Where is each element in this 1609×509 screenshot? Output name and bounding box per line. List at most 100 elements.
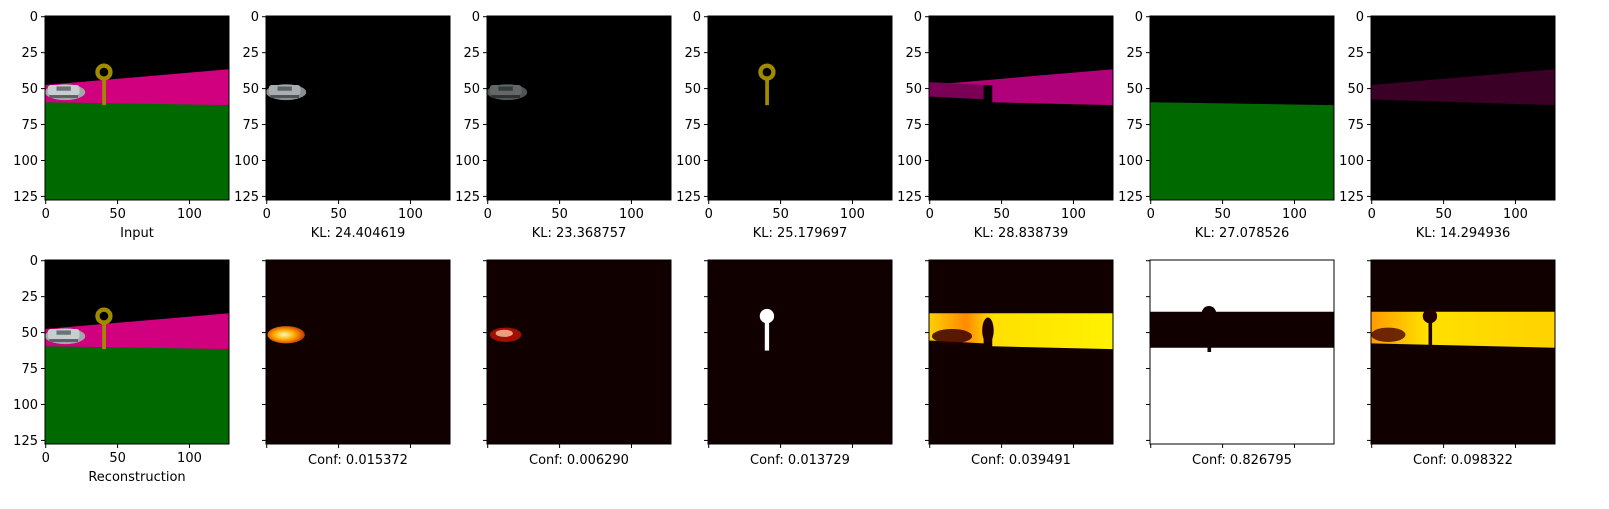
road-region [45, 69, 229, 106]
y-tick-label: 100 [234, 154, 259, 169]
bottom-row-panel-1: 0 25 50 75 100 125 0 50 100 Reconstruction [13, 254, 230, 485]
y-tick-label: 100 [1118, 154, 1143, 169]
top-row-panel-3: 0 25 50 75 100 125 0 50 100 KL: 23.368757 [455, 10, 672, 241]
y-tick-label: 25 [463, 46, 480, 61]
top-row-caption: KL: 28.838739 [974, 226, 1069, 241]
y-tick-label: 25 [1347, 46, 1364, 61]
bottom-row-panel-2: Conf: 0.015372 [262, 259, 451, 468]
axes-frame [44, 259, 230, 445]
y-tick-label: 25 [21, 290, 38, 305]
road-heat [929, 313, 1113, 350]
x-tick-label: 50 [772, 207, 789, 222]
sign-pole [102, 77, 106, 106]
y-tick-label: 0 [1135, 10, 1143, 25]
x-tick-label: 0 [1147, 207, 1155, 222]
y-tick-label: 0 [30, 10, 38, 25]
sign-segment-pole [765, 77, 769, 106]
x-tick-label: 0 [263, 207, 271, 222]
y-tick-label: 100 [455, 154, 480, 169]
panel-image [1150, 260, 1334, 444]
road-segment-left [929, 82, 984, 100]
bottom-row-panel-5: Conf: 0.039491 [925, 259, 1114, 468]
top-row-caption: KL: 14.294936 [1416, 226, 1511, 241]
y-tick-label: 25 [21, 46, 38, 61]
y-tick-label: 100 [13, 154, 38, 169]
top-row-panel-5: 0 25 50 75 100 125 0 50 100 KL: 28.838739 [897, 10, 1114, 241]
y-tick-label: 75 [1126, 118, 1143, 133]
bottom-row-caption: Conf: 0.826795 [1192, 453, 1292, 468]
axes-frame [44, 15, 230, 201]
x-tick-label: 50 [330, 207, 347, 222]
top-row-caption: KL: 24.404619 [311, 226, 406, 241]
car-segment [266, 84, 307, 101]
axes-frame [1149, 259, 1335, 445]
x-tick-label: 50 [993, 207, 1010, 222]
top-row-panel-2: 0 25 50 75 100 125 0 50 100 KL: 24.404619 [234, 10, 451, 241]
y-tick-label: 100 [13, 398, 38, 413]
y-tick-label: 25 [684, 46, 701, 61]
panel-image [487, 16, 671, 200]
grass-region [45, 102, 229, 200]
top-row-caption: Input [120, 226, 154, 241]
y-tick-label: 125 [234, 190, 259, 205]
x-tick-label: 100 [619, 207, 644, 222]
y-tick-label: 75 [905, 118, 922, 133]
top-row-panel-6: 0 25 50 75 100 125 0 50 100 KL: 27.078526 [1118, 10, 1335, 241]
top-row-caption: KL: 27.078526 [1195, 226, 1290, 241]
y-tick-label: 50 [1126, 82, 1143, 97]
road-segment-dim [1371, 69, 1555, 106]
y-tick-label: 50 [1347, 82, 1364, 97]
x-tick-label: 50 [109, 451, 126, 466]
bottom-row-caption: Conf: 0.039491 [971, 453, 1071, 468]
axes-frame [707, 259, 893, 445]
y-tick-label: 100 [1339, 154, 1364, 169]
axes-frame [486, 259, 672, 445]
y-tick-label: 125 [13, 434, 38, 449]
y-tick-label: 25 [242, 46, 259, 61]
bottom-row-panel-4: Conf: 0.013729 [704, 259, 893, 468]
top-row-panel-4: 0 25 50 75 100 125 0 50 100 KL: 25.179697 [676, 10, 893, 241]
axes-frame [928, 15, 1114, 201]
panel-image [929, 16, 1113, 200]
y-tick-label: 50 [242, 82, 259, 97]
panel-image [1150, 16, 1334, 200]
panel-image [266, 260, 450, 444]
grass-region [45, 346, 229, 444]
bottom-row-caption: Conf: 0.098322 [1413, 453, 1513, 468]
y-tick-label: 0 [30, 254, 38, 269]
bottom-row-panel-3: Conf: 0.006290 [483, 259, 672, 468]
y-tick-label: 50 [684, 82, 701, 97]
sign-pole [102, 321, 106, 350]
car-heat [267, 326, 305, 344]
image-background [487, 16, 671, 200]
x-tick-label: 0 [926, 207, 934, 222]
y-tick-label: 75 [21, 118, 38, 133]
x-tick-label: 100 [840, 207, 865, 222]
car [45, 84, 86, 101]
y-tick-label: 100 [897, 154, 922, 169]
x-tick-label: 100 [398, 207, 423, 222]
y-tick-label: 125 [13, 190, 38, 205]
top-row-caption: KL: 23.368757 [532, 226, 627, 241]
y-tick-label: 50 [21, 82, 38, 97]
y-tick-label: 0 [1356, 10, 1364, 25]
y-tick-label: 0 [914, 10, 922, 25]
panel-image [708, 16, 892, 200]
panel-image [45, 260, 229, 444]
y-tick-label: 125 [897, 190, 922, 205]
bottom-row-caption: Conf: 0.006290 [529, 453, 629, 468]
road-heat [1371, 311, 1555, 348]
x-tick-label: 100 [1061, 207, 1086, 222]
y-tick-label: 0 [693, 10, 701, 25]
bottom-row-caption: Conf: 0.015372 [308, 453, 408, 468]
panel-image [1371, 16, 1555, 200]
x-tick-label: 50 [1435, 207, 1452, 222]
car [45, 328, 86, 345]
y-tick-label: 75 [242, 118, 259, 133]
y-tick-label: 125 [455, 190, 480, 205]
y-tick-label: 50 [21, 326, 38, 341]
sign-heat [759, 308, 775, 324]
road-region [45, 313, 229, 350]
axes-frame [265, 15, 451, 201]
